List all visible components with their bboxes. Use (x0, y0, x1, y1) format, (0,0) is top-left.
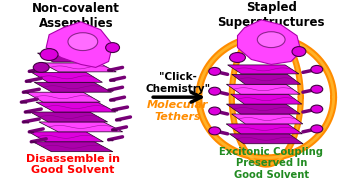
Ellipse shape (311, 105, 323, 113)
Text: Disassemble in
Good Solvent: Disassemble in Good Solvent (26, 154, 120, 175)
Polygon shape (36, 102, 116, 112)
Text: Excitonic Coupling
Preserved In
Good Solvent: Excitonic Coupling Preserved In Good Sol… (219, 147, 323, 180)
Polygon shape (229, 134, 303, 144)
Polygon shape (42, 63, 116, 72)
Polygon shape (32, 72, 102, 82)
Polygon shape (39, 122, 123, 132)
Polygon shape (33, 142, 113, 152)
Polygon shape (30, 112, 108, 122)
Ellipse shape (257, 32, 285, 48)
Ellipse shape (209, 107, 221, 115)
Polygon shape (46, 22, 113, 67)
Ellipse shape (209, 127, 221, 135)
Polygon shape (226, 124, 302, 134)
Polygon shape (37, 53, 104, 62)
Polygon shape (227, 84, 300, 94)
Polygon shape (230, 94, 302, 104)
Ellipse shape (311, 125, 323, 133)
Ellipse shape (311, 85, 323, 93)
Polygon shape (238, 20, 301, 64)
Text: Molecular
Tethers: Molecular Tethers (147, 100, 209, 122)
Ellipse shape (209, 87, 221, 95)
Ellipse shape (68, 33, 98, 51)
Ellipse shape (229, 53, 246, 62)
Ellipse shape (292, 47, 306, 57)
Ellipse shape (106, 43, 120, 53)
Ellipse shape (33, 62, 49, 72)
Text: Stapled
Superstructures: Stapled Superstructures (218, 1, 325, 29)
Ellipse shape (40, 49, 58, 60)
Text: "Click-
Chemistry": "Click- Chemistry" (145, 72, 211, 94)
Polygon shape (34, 82, 112, 92)
Polygon shape (25, 92, 101, 102)
Polygon shape (29, 132, 103, 142)
Polygon shape (227, 104, 300, 114)
Ellipse shape (209, 67, 221, 75)
Text: Non-covalent
Assemblies: Non-covalent Assemblies (32, 2, 120, 30)
Ellipse shape (311, 65, 323, 73)
Polygon shape (232, 74, 301, 84)
Polygon shape (228, 65, 299, 74)
Polygon shape (232, 114, 303, 124)
